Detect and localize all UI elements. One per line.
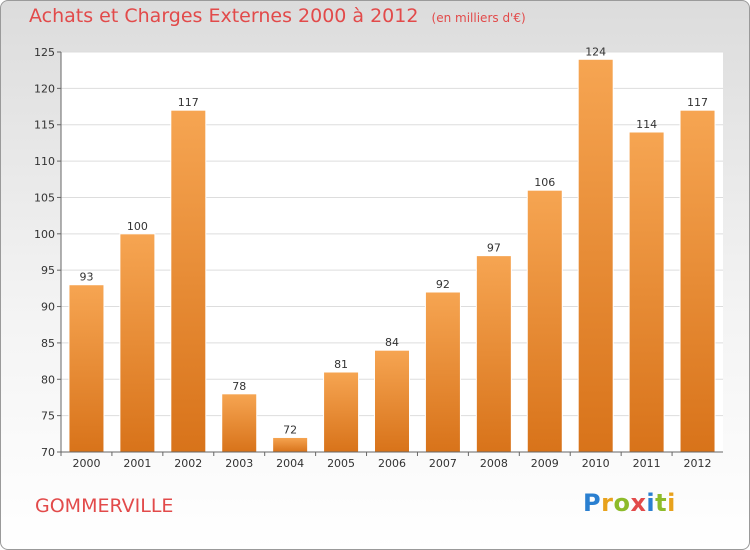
x-tick-label: 2009 (531, 457, 559, 470)
bar-2002 (170, 109, 207, 453)
data-label: 117 (687, 96, 708, 109)
data-label: 117 (178, 96, 199, 109)
data-label: 114 (636, 118, 657, 131)
proxiti-logo: Proxiti (583, 489, 676, 517)
y-tick-label: 95 (41, 264, 55, 277)
x-tick-label: 2000 (72, 457, 100, 470)
x-tick-label: 2006 (378, 457, 406, 470)
logo-letter: i (667, 489, 676, 517)
y-tick-label: 90 (41, 301, 55, 314)
logo-letter: r (601, 489, 614, 517)
x-tick-label: 2010 (582, 457, 610, 470)
x-tick-label: 2007 (429, 457, 457, 470)
y-tick-label: 115 (34, 119, 55, 132)
bar-2012 (679, 109, 716, 453)
chart-title-text: Achats et Charges Externes 2000 à 2012 (29, 5, 419, 27)
x-tick-label: 2002 (174, 457, 202, 470)
bar-2005 (323, 371, 360, 453)
data-label: 124 (585, 45, 606, 58)
bar-2009 (526, 189, 563, 453)
data-label: 92 (436, 278, 450, 291)
chart-unit: (en milliers d'€) (431, 11, 526, 25)
x-tick-label: 2003 (225, 457, 253, 470)
y-tick-label: 70 (41, 446, 55, 459)
y-tick-label: 85 (41, 337, 55, 350)
data-label: 93 (79, 271, 93, 284)
data-label: 84 (385, 336, 399, 349)
logo-letter: t (655, 489, 668, 517)
bar-2000 (68, 284, 105, 453)
x-tick-label: 2011 (633, 457, 661, 470)
x-tick-label: 2004 (276, 457, 304, 470)
x-tick-label: 2005 (327, 457, 355, 470)
data-label: 100 (127, 220, 148, 233)
data-label: 106 (534, 176, 555, 189)
data-label: 78 (232, 380, 246, 393)
logo-letter: o (613, 489, 631, 517)
data-label: 97 (487, 242, 501, 255)
bar-2010 (577, 58, 614, 453)
bar-2007 (424, 291, 461, 453)
data-label: 72 (283, 423, 297, 436)
logo-letter: x (630, 489, 647, 517)
x-tick-label: 2012 (684, 457, 712, 470)
chart-title: Achats et Charges Externes 2000 à 2012 (… (29, 5, 526, 27)
y-tick-label: 80 (41, 373, 55, 386)
data-label: 81 (334, 358, 348, 371)
y-tick-label: 100 (34, 228, 55, 241)
bar-2006 (374, 349, 410, 453)
y-tick-label: 110 (34, 155, 55, 168)
y-tick-label: 75 (41, 410, 55, 423)
bar-2003 (221, 393, 258, 453)
x-tick-label: 2008 (480, 457, 508, 470)
bar-2011 (628, 131, 665, 453)
bar-2008 (475, 255, 512, 453)
logo-letter: P (583, 489, 602, 517)
x-tick-label: 2001 (123, 457, 151, 470)
y-tick-label: 105 (34, 191, 55, 204)
y-tick-label: 120 (34, 82, 55, 95)
y-tick-label: 125 (34, 46, 55, 59)
commune-name: GOMMERVILLE (35, 495, 174, 517)
bar-2004 (272, 436, 309, 453)
bar-2001 (119, 233, 156, 453)
logo-letter: i (646, 489, 656, 517)
